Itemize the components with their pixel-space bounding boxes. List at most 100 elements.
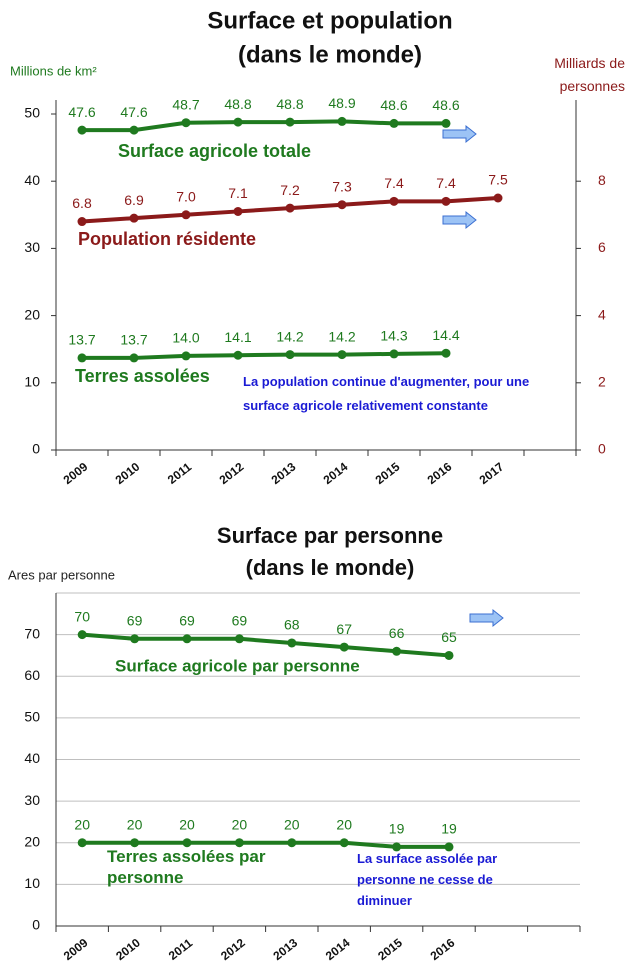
y-tick-label: 70 [24,625,40,641]
data-label: 70 [74,608,90,624]
point [234,634,244,644]
point [389,196,399,206]
y-tick-label: 0 [32,917,40,933]
data-label: 13.7 [68,332,95,348]
arrows [442,124,504,628]
data-label: 20 [336,816,352,832]
y-tick-label: 30 [24,792,40,808]
x-tick-label: 2012 [218,935,248,963]
data-label: 48.8 [224,96,251,112]
data-label: 20 [127,816,143,832]
point [389,349,399,359]
y2-tick-label: 2 [598,374,606,390]
data-label: 48.8 [276,96,303,112]
y-axis-label: Millions de km² [10,63,97,78]
y-tick-label: 60 [24,667,40,683]
point [285,350,295,360]
y2-tick-label: 0 [598,441,606,457]
point [130,838,140,848]
annotation: La population continue d'augmenter, pour… [243,374,530,413]
point [233,350,243,360]
x-tick-label: 2010 [113,935,143,963]
chart-subtitle: (dans le monde) [246,555,415,580]
point [287,838,297,848]
point [392,646,402,656]
data-label: 14.2 [276,328,303,344]
x-tick-label: 2009 [61,459,91,487]
point [130,634,140,644]
point [182,838,192,848]
point [233,206,243,216]
x-tick-label: 2012 [217,459,247,487]
point [337,350,347,360]
point [129,213,139,223]
data-label: 7.4 [436,175,456,191]
series-line [82,351,447,360]
x-tick-label: 2011 [166,936,195,963]
x-tick-label: 2013 [269,459,299,487]
x-tick-label: 2015 [375,935,405,963]
y-tick-label: 40 [24,172,40,188]
data-label: 7.5 [488,172,508,188]
x-tick-label: 2014 [321,459,351,487]
point [339,642,349,652]
y-tick-label: 50 [24,709,40,725]
point [287,638,297,648]
point [392,842,402,852]
data-label: 47.6 [68,104,95,120]
y-tick-label: 50 [24,105,40,121]
data-label: 68 [284,617,300,633]
data-label: 48.6 [432,97,459,113]
point [181,351,191,361]
data-label: 69 [179,612,195,628]
x-tick-label: 2015 [373,459,403,487]
y-tick-label: 30 [24,239,40,255]
x-tick-label: 2009 [61,935,91,963]
data-label: 69 [232,612,248,628]
chart-subtitle: (dans le monde) [238,41,422,68]
data-label: 13.7 [120,332,147,348]
data-label: 7.4 [384,175,404,191]
point [493,193,503,203]
point [77,353,87,363]
x-tick-label: 2017 [477,459,507,487]
y-tick-label: 40 [24,750,40,766]
point [339,838,349,848]
x-tick-label: 2016 [428,935,458,963]
y-tick-label: 10 [24,875,40,891]
y2-tick-label: 4 [598,306,606,322]
y-tick-label: 0 [32,441,40,457]
point [182,634,192,644]
arrow [442,210,477,230]
x-tick-label: 2014 [323,935,353,963]
point [337,200,347,210]
data-label: 69 [127,612,143,628]
data-label: 47.6 [120,104,147,120]
data-label: 6.9 [124,192,144,208]
point [337,116,347,126]
data-label: 48.7 [172,96,199,112]
y-axis-label: Ares par personne [8,567,115,582]
data-label: 20 [284,816,300,832]
y-tick-label: 20 [24,833,40,849]
point [441,348,451,358]
point [77,838,87,848]
data-label: 7.2 [280,182,300,198]
series-label: Population résidente [78,229,256,249]
point [77,630,87,640]
point [389,118,399,128]
series-label: Surface agricole par personne [115,656,360,675]
point [441,196,451,206]
data-label: 7.0 [176,189,196,205]
y-tick-label: 10 [24,374,40,390]
data-label: 7.3 [332,178,352,194]
x-tick-label: 2016 [425,459,455,487]
point [285,203,295,213]
data-label: 14.2 [328,328,355,344]
x-tick-label: 2013 [270,935,300,963]
data-label: 14.1 [224,329,251,345]
data-label: 7.1 [228,185,248,201]
data-label: 6.8 [72,195,92,211]
